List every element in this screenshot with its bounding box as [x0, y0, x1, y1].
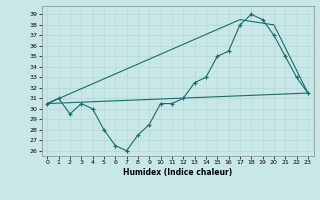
- X-axis label: Humidex (Indice chaleur): Humidex (Indice chaleur): [123, 168, 232, 177]
